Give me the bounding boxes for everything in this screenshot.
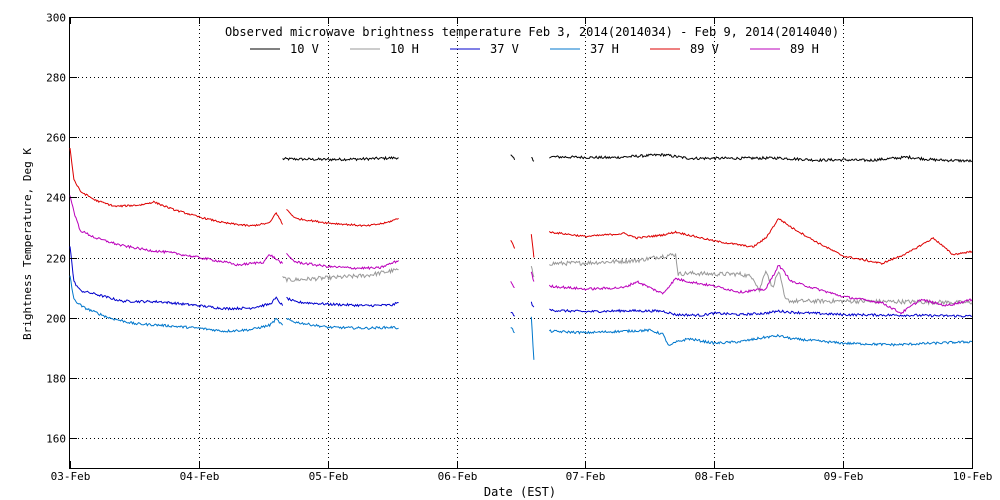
series-line-37-v xyxy=(530,301,535,308)
chart-title: Observed microwave brightness temperatur… xyxy=(225,25,839,39)
legend-label: 37 V xyxy=(490,42,519,56)
y-tick-label: 160 xyxy=(46,433,66,446)
legend-label: 10 V xyxy=(290,42,319,56)
x-tick-label: 03-Feb xyxy=(51,470,91,483)
legend: 10 V 10 H 37 V 37 H 89 V 89 H xyxy=(250,42,819,56)
series-line-10-h xyxy=(530,265,535,278)
series-line-89-v xyxy=(69,147,284,227)
series-line-10-v xyxy=(510,154,516,160)
x-tick-label: 09-Feb xyxy=(824,470,864,483)
y-axis-label: Brightness Temperature, Deg K xyxy=(21,148,34,340)
series-line-37-h xyxy=(530,316,535,360)
x-tick-label: 05-Feb xyxy=(309,470,349,483)
grid-lines xyxy=(70,17,972,468)
y-tick-label: 180 xyxy=(46,373,66,386)
series-line-89-h xyxy=(548,264,973,315)
series-line-89-h xyxy=(530,271,535,282)
series-line-37-h xyxy=(286,317,399,330)
series-line-89-h xyxy=(510,281,515,289)
series-line-37-v xyxy=(510,311,515,317)
x-tick-label: 08-Feb xyxy=(695,470,735,483)
series-line-37-h xyxy=(510,327,515,334)
series-line-10-v xyxy=(549,153,973,163)
x-tick-label: 10-Feb xyxy=(953,470,993,483)
y-tick-label: 240 xyxy=(46,192,66,205)
y-tick-label: 200 xyxy=(46,313,66,326)
series-line-37-h xyxy=(69,275,284,333)
x-axis-label: Date (EST) xyxy=(484,485,556,499)
series-line-89-h xyxy=(69,195,284,267)
series-line-37-v xyxy=(549,308,972,318)
series-line-37-h xyxy=(549,328,973,347)
series-line-10-h xyxy=(549,252,973,306)
x-tick-label: 06-Feb xyxy=(438,470,478,483)
axes: 03-Feb 04-Feb 05-Feb 06-Feb 07-Feb 08-Feb 09-F… xyxy=(46,12,992,484)
series-line-89-v xyxy=(530,234,535,258)
plot-frame xyxy=(69,17,973,469)
data-series xyxy=(69,147,973,360)
legend-label: 89 V xyxy=(690,42,719,56)
series-line-89-v xyxy=(286,209,399,228)
x-tick-label: 07-Feb xyxy=(566,470,606,483)
series-line-89-h xyxy=(286,252,399,271)
y-tick-label: 220 xyxy=(46,253,66,266)
series-line-37-v xyxy=(69,246,284,311)
series-line-10-v xyxy=(282,155,399,162)
legend-label: 10 H xyxy=(390,42,419,56)
series-line-89-v xyxy=(548,218,973,266)
legend-label: 37 H xyxy=(590,42,619,56)
series-line-89-v xyxy=(510,240,516,249)
y-tick-label: 300 xyxy=(46,12,66,25)
x-tick-label: 04-Feb xyxy=(180,470,220,483)
y-tick-label: 260 xyxy=(46,132,66,145)
legend-label: 89 H xyxy=(790,42,819,56)
series-line-10-h xyxy=(282,267,399,284)
y-tick-label: 280 xyxy=(46,72,66,85)
series-line-37-v xyxy=(286,296,399,308)
series-line-10-v xyxy=(531,157,535,162)
